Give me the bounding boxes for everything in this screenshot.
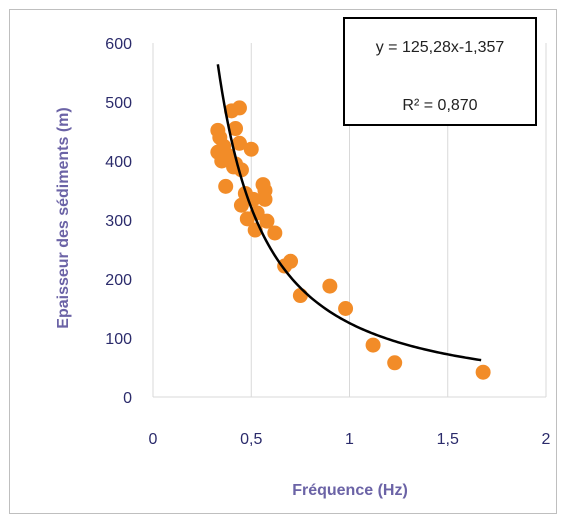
y-tick-label: 100 <box>105 331 132 348</box>
r-squared-label: R² = 0,870 <box>402 97 477 114</box>
x-tick-label: 2 <box>542 431 551 448</box>
data-point <box>231 100 247 116</box>
data-point <box>218 178 234 194</box>
data-point <box>365 337 381 353</box>
y-tick-label: 0 <box>123 390 132 407</box>
x-axis-title: Fréquence (Hz) <box>292 482 408 499</box>
data-point <box>231 135 247 151</box>
data-point <box>257 191 273 207</box>
data-point <box>267 225 283 241</box>
y-tick-label: 200 <box>105 272 132 289</box>
power-trendline <box>216 64 482 362</box>
data-point <box>387 355 403 371</box>
data-point <box>283 253 299 269</box>
x-tick-label: 0 <box>149 431 158 448</box>
data-points <box>210 100 491 380</box>
y-tick-label: 600 <box>105 36 132 53</box>
y-axis-title: Epaisseur des sédiments (m) <box>55 107 72 328</box>
y-tick-labels: 0 100 200 300 400 500 600 <box>105 36 132 407</box>
equation-box <box>343 17 537 126</box>
data-point <box>259 213 275 229</box>
data-point <box>249 205 265 221</box>
data-point <box>233 197 249 213</box>
y-tick-label: 500 <box>105 95 132 112</box>
trend-equation: y = 125,28x-1,357 <box>376 39 505 56</box>
y-tick-label: 300 <box>105 213 132 230</box>
data-point <box>228 121 244 137</box>
data-point <box>322 278 338 294</box>
x-tick-label: 1 <box>345 431 354 448</box>
data-point <box>475 364 491 380</box>
data-point <box>338 301 354 316</box>
x-tick-labels: 0 0,5 1 1,5 2 <box>149 431 551 448</box>
data-point <box>243 141 259 157</box>
y-tick-label: 400 <box>105 154 132 171</box>
x-tick-label: 0,5 <box>240 431 262 448</box>
x-tick-label: 1,5 <box>437 431 459 448</box>
data-point <box>292 288 308 304</box>
